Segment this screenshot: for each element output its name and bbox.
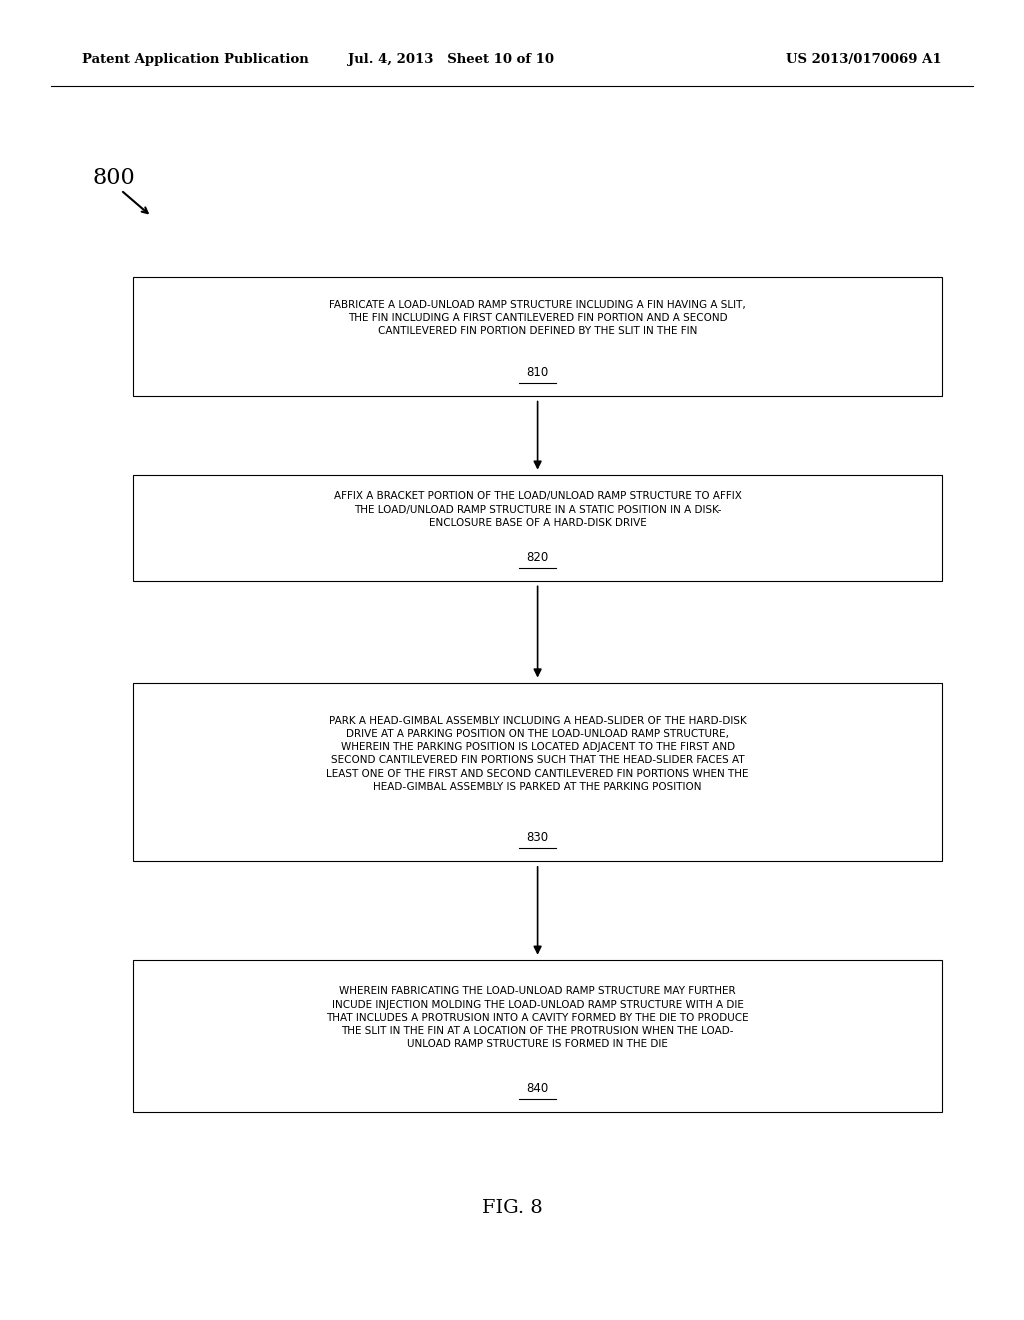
Text: Patent Application Publication: Patent Application Publication bbox=[82, 53, 308, 66]
Text: 810: 810 bbox=[526, 366, 549, 379]
Text: Jul. 4, 2013   Sheet 10 of 10: Jul. 4, 2013 Sheet 10 of 10 bbox=[347, 53, 554, 66]
Text: 830: 830 bbox=[526, 832, 549, 843]
Text: 800: 800 bbox=[92, 168, 135, 189]
Text: PARK A HEAD-GIMBAL ASSEMBLY INCLUDING A HEAD-SLIDER OF THE HARD-DISK
DRIVE AT A : PARK A HEAD-GIMBAL ASSEMBLY INCLUDING A … bbox=[327, 715, 749, 792]
FancyBboxPatch shape bbox=[133, 684, 942, 862]
Text: 840: 840 bbox=[526, 1082, 549, 1094]
Text: 820: 820 bbox=[526, 550, 549, 564]
Text: FABRICATE A LOAD-UNLOAD RAMP STRUCTURE INCLUDING A FIN HAVING A SLIT,
THE FIN IN: FABRICATE A LOAD-UNLOAD RAMP STRUCTURE I… bbox=[330, 300, 745, 337]
Text: AFFIX A BRACKET PORTION OF THE LOAD/UNLOAD RAMP STRUCTURE TO AFFIX
THE LOAD/UNLO: AFFIX A BRACKET PORTION OF THE LOAD/UNLO… bbox=[334, 491, 741, 528]
FancyBboxPatch shape bbox=[133, 277, 942, 396]
Text: FIG. 8: FIG. 8 bbox=[481, 1199, 543, 1217]
FancyBboxPatch shape bbox=[133, 961, 942, 1111]
Text: WHEREIN FABRICATING THE LOAD-UNLOAD RAMP STRUCTURE MAY FURTHER
INCUDE INJECTION : WHEREIN FABRICATING THE LOAD-UNLOAD RAMP… bbox=[327, 986, 749, 1049]
Text: US 2013/0170069 A1: US 2013/0170069 A1 bbox=[786, 53, 942, 66]
FancyBboxPatch shape bbox=[133, 475, 942, 581]
